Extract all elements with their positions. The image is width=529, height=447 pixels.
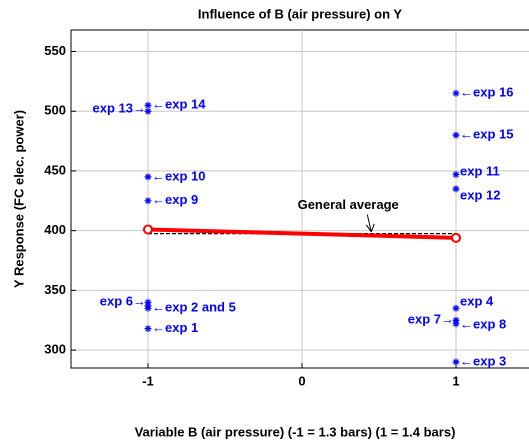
annotation: exp 12 [460, 187, 500, 202]
chart-title: Influence of B (air pressure) on Y [198, 6, 403, 21]
point [452, 320, 460, 328]
mean-line [147, 227, 457, 240]
point [144, 325, 152, 333]
annotation: exp 13→ [93, 100, 146, 115]
annotation: ←exp 9 [152, 192, 198, 207]
y-tick-label: 550 [44, 43, 66, 58]
annotation: exp 7→ [408, 312, 454, 327]
point [144, 298, 152, 306]
average-label: General average [298, 197, 399, 212]
y-tick-label: 400 [44, 222, 66, 237]
x-tick-label: 1 [452, 373, 459, 388]
point [144, 304, 152, 312]
point [144, 107, 152, 115]
point [452, 304, 460, 312]
point [452, 358, 460, 366]
point [452, 131, 460, 139]
annotation: ←exp 10 [152, 168, 205, 183]
annotation: exp 11 [460, 164, 500, 179]
y-tick-label: 500 [44, 103, 66, 118]
y-axis-label: Y Response (FC elec. power) [11, 110, 26, 288]
average-arrowhead [365, 223, 375, 233]
annotation: exp 4 [460, 294, 494, 309]
y-tick-label: 350 [44, 282, 66, 297]
average-arrow [366, 214, 372, 232]
mean-marker [143, 224, 153, 235]
point [452, 185, 460, 193]
annotation: ←exp 1 [152, 320, 198, 335]
y-tick-label: 450 [44, 162, 66, 177]
mean-marker [451, 232, 461, 243]
annotation: exp 6→ [100, 294, 146, 309]
point [144, 101, 152, 109]
point [144, 173, 152, 181]
point [452, 316, 460, 324]
annotation: ←exp 15 [460, 127, 513, 142]
y-tick-label: 300 [44, 342, 66, 357]
annotation: ←exp 2 and 5 [152, 300, 236, 315]
point [144, 197, 152, 205]
x-axis-label: Variable B (air pressure) (-1 = 1.3 bars… [135, 424, 456, 439]
point [452, 89, 460, 97]
x-tick-label: -1 [142, 373, 154, 388]
point [452, 171, 460, 179]
plot-area [70, 29, 529, 369]
annotation: ←exp 8 [460, 316, 506, 331]
annotation: ←exp 16 [460, 85, 513, 100]
annotation: ←exp 14 [152, 97, 206, 112]
annotation: ←exp 3 [460, 353, 506, 368]
x-tick-label: 0 [298, 373, 305, 388]
